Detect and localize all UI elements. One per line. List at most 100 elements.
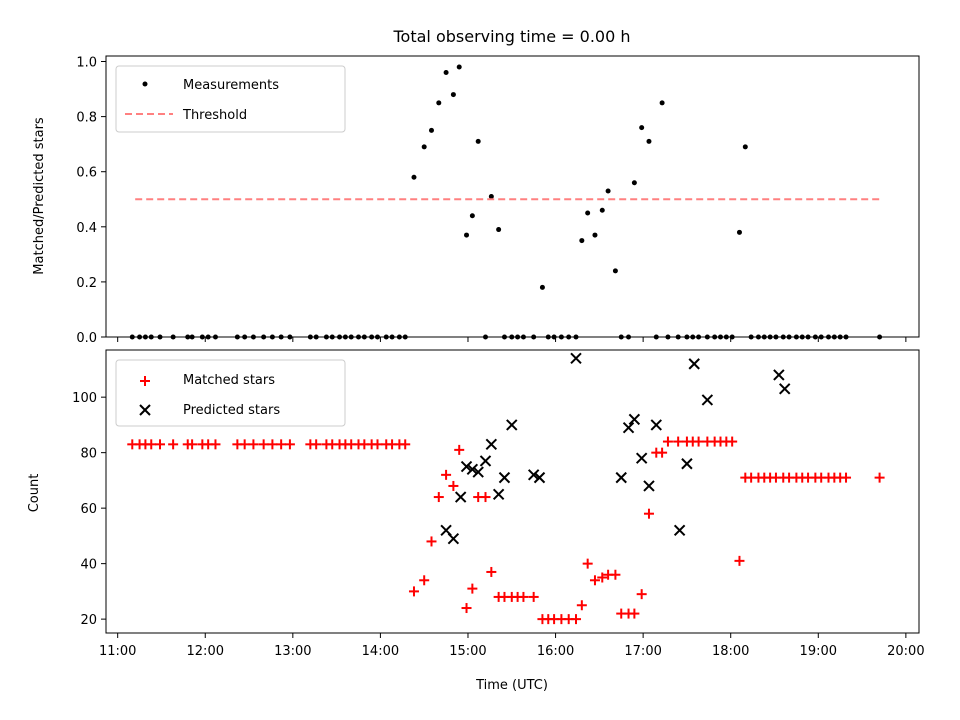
measurement-point <box>742 144 748 150</box>
x-tick-label: 14:00 <box>362 644 399 659</box>
matched-stars-point <box>311 439 322 450</box>
predicted-stars-point <box>635 452 648 464</box>
predicted-stars-point <box>485 438 498 451</box>
matched-stars-point <box>400 439 411 450</box>
y-tick-label: 0.8 <box>76 111 97 126</box>
legend-matched-marker <box>140 376 150 386</box>
y-tick-label: 100 <box>72 391 97 406</box>
predicted-stars-point <box>492 488 505 500</box>
x-tick-label: 16:00 <box>537 644 574 659</box>
bottom-panel-marks <box>127 352 885 625</box>
legend-measurements-label: Measurements <box>183 78 279 93</box>
matched-stars-point <box>408 586 419 597</box>
matched-stars-point <box>486 566 497 577</box>
matched-stars-point <box>155 439 166 450</box>
matched-stars-point <box>518 591 529 602</box>
matched-stars-point <box>461 603 472 614</box>
predicted-stars-point <box>533 471 546 484</box>
legend-matched-label: Matched stars <box>183 373 275 388</box>
top-plot-frame <box>105 55 920 338</box>
matched-stars-point <box>258 439 269 450</box>
x-tick-label: 13:00 <box>274 644 311 659</box>
measurement-point <box>539 284 545 290</box>
measurement-point <box>488 194 494 199</box>
matched-stars-point <box>210 439 221 450</box>
measurement-point <box>659 100 665 106</box>
measurement-point <box>592 232 598 238</box>
y-tick-label: 20 <box>80 613 97 628</box>
measurement-point <box>612 268 618 274</box>
predicted-stars-point <box>570 352 582 365</box>
matched-stars-point <box>528 591 539 602</box>
matched-stars-point <box>576 600 587 611</box>
matched-stars-point <box>239 439 250 450</box>
measurement-point <box>585 210 591 216</box>
bottom-panel: 20 40 60 80 100 11:00 12:00 13:00 14:00 15:00 16:0… <box>27 349 925 693</box>
x-tick-label: 18:00 <box>712 644 749 659</box>
predicted-stars-point <box>466 463 479 476</box>
predicted-stars-point <box>628 413 641 426</box>
matched-stars-point <box>168 439 179 450</box>
matched-stars-point <box>693 436 704 447</box>
y-tick-label: 0.0 <box>76 331 97 346</box>
matched-stars-point <box>426 536 437 547</box>
predicted-stars-point <box>527 469 540 481</box>
bottom-plot-frame <box>105 349 920 634</box>
predicted-stars-point <box>643 480 655 492</box>
measurement-point <box>456 64 462 70</box>
measurement-point <box>646 138 652 144</box>
matched-stars-point <box>467 583 478 594</box>
matched-stars-point <box>276 439 287 450</box>
predicted-stars-point <box>650 419 662 431</box>
matched-stars-point <box>610 569 621 580</box>
predicted-stars-point <box>460 460 473 473</box>
top-chart-title: Total observing time = 0.00 h <box>392 27 630 46</box>
matched-stars-point <box>673 436 684 447</box>
measurement-point <box>605 188 611 194</box>
matched-stars-point <box>629 608 640 619</box>
matched-stars-point <box>267 439 278 450</box>
measurement-point <box>736 229 742 235</box>
measurement-point <box>464 232 470 238</box>
bottom-x-axis-label: Time (UTC) <box>475 678 548 693</box>
y-tick-label: 1.0 <box>76 56 97 71</box>
measurement-point <box>428 127 434 133</box>
x-tick-label: 11:00 <box>99 644 136 659</box>
legend-measurements-marker <box>142 81 148 87</box>
matched-stars-point <box>657 447 668 458</box>
predicted-stars-point <box>447 532 460 545</box>
predicted-stars-point <box>615 471 627 484</box>
matched-stars-point <box>433 492 444 503</box>
predicted-stars-point <box>701 394 714 406</box>
measurement-point <box>443 70 449 76</box>
matched-stars-point <box>727 436 738 447</box>
predicted-stars-point <box>688 358 700 370</box>
predicted-stars-point <box>773 369 785 381</box>
matched-stars-point <box>146 439 157 450</box>
y-tick-label: 0.6 <box>76 166 97 181</box>
measurement-point <box>475 138 481 144</box>
top-y-axis-label: Matched/Predicted stars <box>32 117 47 275</box>
predicted-stars-point <box>498 471 511 484</box>
matched-stars-point <box>662 436 673 447</box>
legend-predicted-label: Predicted stars <box>183 403 280 418</box>
matched-stars-point <box>480 492 491 503</box>
matched-stars-point <box>448 480 459 491</box>
matched-stars-point <box>284 439 295 450</box>
predicted-stars-point <box>681 458 693 470</box>
top-legend-box <box>115 65 346 133</box>
matched-stars-point <box>582 558 593 569</box>
matched-stars-point <box>643 508 654 519</box>
matched-stars-point <box>248 439 259 450</box>
bottom-y-axis-label: Count <box>27 474 42 513</box>
measurement-point <box>631 180 637 186</box>
measurement-point <box>436 100 442 106</box>
measurement-point <box>411 174 417 180</box>
y-tick-label: 80 <box>80 447 97 462</box>
matched-stars-point <box>372 439 383 450</box>
matched-stars-point <box>570 614 581 625</box>
matched-stars-point <box>636 589 647 600</box>
matched-stars-point <box>441 469 452 480</box>
measurement-point <box>639 125 645 131</box>
measurement-point <box>421 144 427 150</box>
